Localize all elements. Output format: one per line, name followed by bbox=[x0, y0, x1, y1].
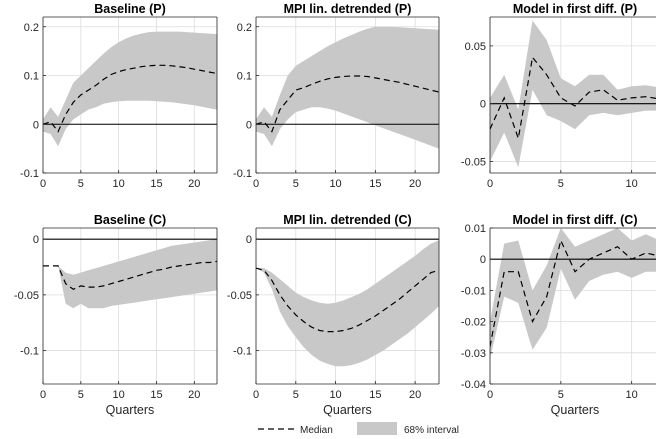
x-tick-label: 20 bbox=[409, 178, 421, 190]
y-tick-label: 0.01 bbox=[465, 223, 486, 235]
y-tick-label: 0.2 bbox=[24, 22, 39, 34]
x-tick-label: 5 bbox=[293, 178, 299, 190]
panel-5: MPI lin. detrended (C) 0 5 10 15 20 -0.1 -0.05 0… bbox=[227, 213, 440, 417]
x-tick-label: 20 bbox=[188, 178, 200, 190]
x-axis-label: Quarters bbox=[106, 403, 155, 417]
panel-title: Baseline (C) bbox=[94, 213, 166, 227]
x-tick-label: 10 bbox=[626, 178, 638, 190]
median-line bbox=[256, 267, 439, 333]
interval-band bbox=[43, 31, 217, 147]
y-tick-label: -0.05 bbox=[227, 290, 252, 302]
x-tick-label: 0 bbox=[487, 178, 493, 190]
x-tick-label: 15 bbox=[150, 389, 162, 401]
panel-title: Baseline (P) bbox=[94, 2, 166, 16]
x-tick-label: 0 bbox=[487, 389, 493, 401]
y-tick-label: -0.1 bbox=[233, 346, 252, 358]
panel-2: MPI lin. detrended (P)0 5 10 15 20-0.100.10.… bbox=[233, 2, 440, 190]
median-line bbox=[490, 56, 656, 141]
y-tick-label: 0 bbox=[33, 234, 39, 246]
x-tick-label: 0 bbox=[253, 178, 259, 190]
x-tick-label: 10 bbox=[113, 178, 125, 190]
y-tick-label: -0.1 bbox=[233, 168, 252, 180]
y-tick-label: 0.2 bbox=[237, 22, 252, 34]
plot-area bbox=[490, 228, 656, 359]
y-tick-label: -0.05 bbox=[14, 290, 39, 302]
y-tick-label: -0.1 bbox=[20, 168, 39, 180]
x-tick-label: 5 bbox=[558, 178, 564, 190]
x-tick-label: 20 bbox=[409, 389, 421, 401]
panel-title: Model in first diff. (P) bbox=[513, 2, 637, 16]
legend-median-label: Median bbox=[300, 425, 333, 436]
y-tick-label: -0.03 bbox=[461, 348, 486, 360]
panel-1: Baseline (P)0 5 10 15 20-0.100.10.2 bbox=[20, 2, 218, 190]
x-tick-label: 15 bbox=[369, 389, 381, 401]
y-tick-label: -0.02 bbox=[461, 317, 486, 329]
x-tick-label: 5 bbox=[293, 389, 299, 401]
plot-area bbox=[256, 238, 439, 367]
panel-6: Model in first diff. (C) 0 5 10 -0.04 -0.03 -0… bbox=[461, 213, 656, 417]
median-line bbox=[43, 260, 217, 290]
x-tick-label: 10 bbox=[626, 389, 638, 401]
plot-area bbox=[256, 26, 439, 149]
x-tick-label: 0 bbox=[40, 389, 46, 401]
panel-4: Baseline (C) 0 5 10 15 20 -0.1 -0.05 0 Quarters bbox=[14, 213, 218, 417]
y-tick-label: 0.05 bbox=[465, 41, 486, 53]
y-tick-label: 0 bbox=[480, 254, 486, 266]
panel-title: Model in first diff. (C) bbox=[513, 213, 638, 227]
y-tick-label: -0.05 bbox=[461, 156, 486, 168]
x-tick-label: 0 bbox=[40, 178, 46, 190]
x-tick-label: 5 bbox=[78, 178, 84, 190]
interval-band bbox=[256, 240, 439, 367]
y-tick-label: -0.1 bbox=[20, 346, 39, 358]
panel-title: MPI lin. detrended (P) bbox=[284, 2, 412, 16]
y-tick-label: 0 bbox=[33, 119, 39, 131]
y-tick-label: 0.1 bbox=[24, 71, 39, 83]
x-tick-label: 5 bbox=[78, 389, 84, 401]
y-tick-label: 0.1 bbox=[237, 71, 252, 83]
y-tick-label: -0.04 bbox=[461, 379, 486, 391]
y-tick-label: 0 bbox=[480, 99, 486, 111]
x-tick-label: 20 bbox=[188, 389, 200, 401]
legend: Median 68% interval bbox=[258, 422, 459, 436]
plot-area bbox=[43, 238, 217, 309]
median-line bbox=[256, 75, 439, 133]
y-tick-label: 0 bbox=[246, 234, 252, 246]
plot-area bbox=[490, 20, 656, 168]
x-tick-label: 5 bbox=[558, 389, 564, 401]
interval-band bbox=[490, 228, 656, 359]
interval-band bbox=[490, 20, 656, 168]
x-tick-label: 10 bbox=[329, 178, 341, 190]
y-tick-label: -0.01 bbox=[461, 285, 486, 297]
y-tick-label: 0 bbox=[246, 119, 252, 131]
x-tick-label: 15 bbox=[150, 178, 162, 190]
x-tick-label: 10 bbox=[113, 389, 125, 401]
x-tick-label: 15 bbox=[369, 178, 381, 190]
median-line bbox=[490, 238, 656, 347]
x-tick-label: 10 bbox=[329, 389, 341, 401]
legend-band-label: 68% interval bbox=[404, 425, 459, 436]
interval-band bbox=[256, 26, 439, 149]
median-line bbox=[43, 64, 217, 133]
plot-area bbox=[43, 31, 217, 147]
panel-title: MPI lin. detrended (C) bbox=[283, 213, 411, 227]
x-tick-label: 0 bbox=[253, 389, 259, 401]
x-axis-label: Quarters bbox=[323, 403, 372, 417]
x-axis-label: Quarters bbox=[551, 403, 600, 417]
legend-band-swatch bbox=[357, 422, 397, 435]
interval-band bbox=[43, 239, 217, 309]
